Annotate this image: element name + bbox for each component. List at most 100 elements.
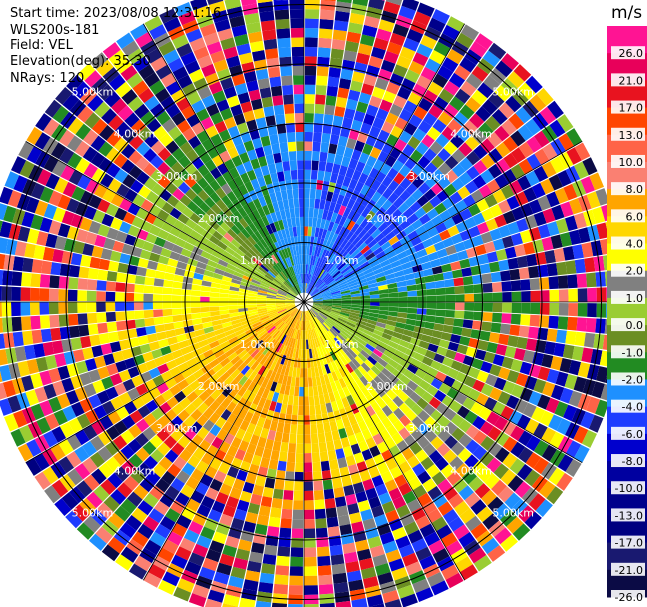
velocity-gate: [420, 456, 435, 471]
velocity-gate: [346, 337, 356, 347]
velocity-gate: [541, 161, 557, 178]
velocity-gate: [271, 243, 279, 253]
velocity-gate: [183, 428, 197, 442]
velocity-gate: [416, 2, 435, 18]
velocity-gate: [267, 163, 277, 175]
velocity-gate: [310, 288, 318, 296]
velocity-gate: [243, 325, 254, 332]
velocity-gate: [144, 539, 162, 556]
velocity-gate: [111, 98, 127, 115]
velocity-gate: [180, 484, 195, 498]
velocity-gate: [322, 293, 332, 298]
velocity-gate: [418, 97, 433, 112]
velocity-gate: [260, 264, 269, 273]
velocity-gate: [167, 531, 183, 546]
velocity-gate: [273, 488, 284, 500]
velocity-gate: [192, 543, 209, 558]
velocity-gate: [208, 412, 221, 424]
velocity-gate: [444, 155, 459, 170]
velocity-gate: [229, 312, 240, 318]
velocity-gate: [162, 302, 172, 309]
velocity-gate: [266, 390, 275, 401]
velocity-gate: [338, 78, 352, 90]
velocity-gate: [480, 361, 493, 374]
velocity-gate: [424, 162, 438, 175]
velocity-gate: [245, 268, 255, 277]
velocity-gate: [371, 191, 382, 203]
velocity-gate: [335, 276, 345, 284]
velocity-gate: [259, 331, 269, 340]
velocity-gate: [396, 504, 411, 518]
velocity-gate: [284, 208, 291, 219]
colorbar-tick-label: 26.0: [619, 47, 644, 60]
velocity-gate: [471, 358, 484, 370]
velocity-gate: [335, 260, 345, 269]
velocity-gate: [454, 352, 466, 363]
velocity-gate: [417, 410, 430, 423]
velocity-gate: [158, 255, 170, 265]
velocity-gate: [334, 274, 344, 282]
velocity-gate: [181, 282, 192, 290]
velocity-gate: [250, 233, 260, 244]
velocity-gate: [309, 286, 316, 295]
velocity-gate: [345, 493, 357, 506]
velocity-gate: [379, 429, 391, 442]
azimuth-line: [303, 301, 583, 463]
velocity-gate: [110, 217, 123, 231]
velocity-gate: [191, 156, 204, 170]
velocity-gate: [77, 278, 88, 290]
velocity-gate: [158, 402, 172, 415]
velocity-gate: [568, 303, 578, 317]
velocity-gate: [413, 352, 425, 363]
velocity-gate: [395, 213, 407, 225]
velocity-gate: [307, 320, 310, 330]
velocity-gate: [82, 441, 97, 457]
velocity-gate: [296, 320, 300, 330]
velocity-gate: [295, 284, 301, 294]
velocity-gate: [500, 469, 517, 486]
velocity-gate: [200, 302, 210, 307]
velocity-gate: [345, 351, 355, 361]
velocity-gate: [293, 275, 299, 285]
velocity-gate: [307, 274, 310, 284]
velocity-gate: [226, 390, 237, 402]
velocity-gate: [411, 188, 424, 201]
velocity-gate: [346, 321, 356, 328]
velocity-gate: [388, 518, 403, 532]
velocity-gate: [263, 38, 278, 50]
velocity-gate: [309, 358, 315, 368]
velocity-gate: [257, 397, 267, 408]
velocity-gate: [410, 258, 421, 267]
velocity-gate: [265, 324, 275, 332]
colorbar-tick-label: -8.0: [622, 455, 643, 468]
velocity-gate: [431, 168, 445, 182]
velocity-gate: [335, 224, 343, 235]
velocity-gate: [384, 363, 396, 374]
velocity-gate: [316, 66, 329, 77]
velocity-gate: [221, 386, 233, 398]
velocity-gate: [318, 161, 327, 172]
velocity-gate: [304, 188, 310, 199]
velocity-gate: [431, 422, 444, 436]
velocity-gate: [266, 294, 277, 298]
velocity-gate: [177, 168, 191, 182]
velocity-gate: [318, 313, 327, 320]
velocity-gate: [355, 378, 365, 390]
velocity-gate: [39, 274, 51, 288]
velocity-gate: [30, 214, 44, 230]
velocity-gate: [63, 351, 76, 365]
velocity-gate: [314, 327, 320, 338]
velocity-gate: [252, 394, 262, 406]
velocity-gate: [145, 268, 157, 278]
velocity-gate: [26, 146, 43, 164]
velocity-gate: [215, 187, 227, 199]
velocity-gate: [409, 391, 422, 404]
velocity-gate: [473, 293, 484, 302]
velocity-gate: [68, 169, 83, 186]
velocity-gate: [256, 353, 265, 363]
velocity-gate: [169, 384, 182, 396]
velocity-gate: [248, 403, 258, 414]
velocity-gate: [177, 213, 190, 225]
velocity-gate: [274, 319, 283, 328]
velocity-gate: [524, 214, 538, 229]
